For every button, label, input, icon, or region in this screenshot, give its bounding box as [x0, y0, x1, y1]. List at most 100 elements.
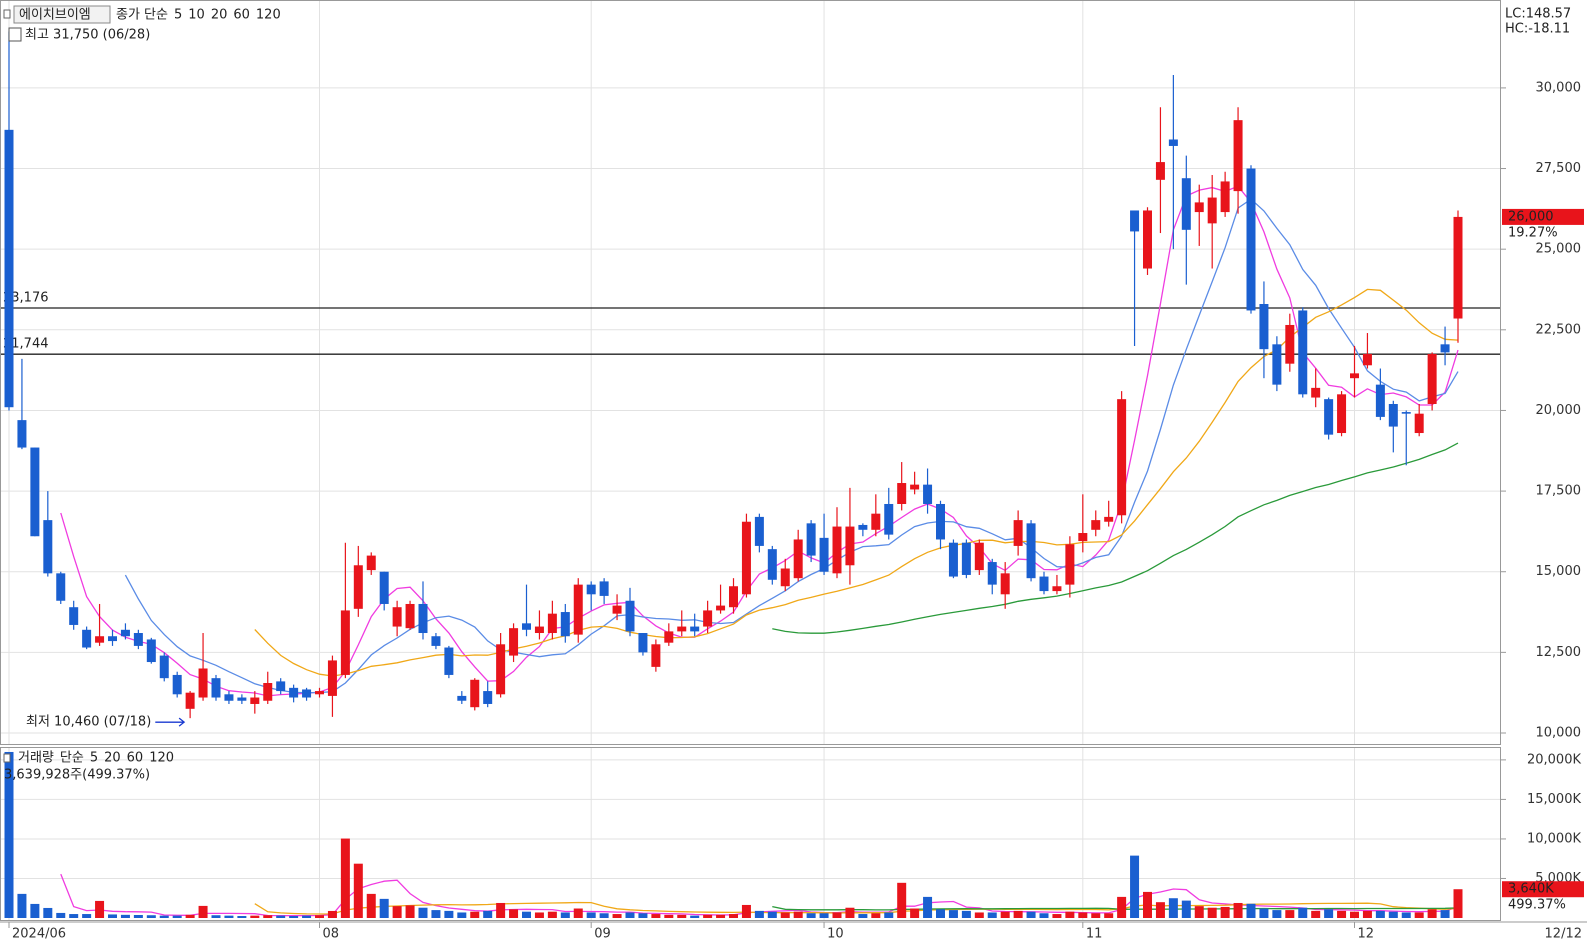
volume-bar [457, 912, 467, 918]
candle-body [1453, 216, 1463, 319]
high-annotation: 최고 31,750 (06/28) [25, 28, 150, 43]
candle-body [1155, 162, 1165, 180]
candle-body [1414, 413, 1424, 434]
candle-body [1440, 344, 1450, 353]
volume-bar [1181, 900, 1191, 918]
y-tick-label: 12,500 [1536, 645, 1582, 660]
volume-bar [224, 915, 234, 918]
volume-bar [599, 913, 609, 918]
moving-average [254, 288, 1459, 677]
candle-body [431, 636, 441, 646]
legend-entry: 5 [90, 751, 98, 766]
candle-body [1220, 181, 1230, 213]
candle-body [17, 420, 27, 448]
horizontal-line-label: 21,744 [3, 337, 49, 352]
candle-body [276, 681, 286, 692]
volume-bar [69, 914, 79, 918]
candle-body [250, 697, 260, 704]
volume-bar [1104, 913, 1114, 918]
volume-ratio-label: 499.37% [1508, 898, 1566, 913]
candle-body [43, 520, 53, 574]
candle-body [754, 516, 764, 546]
candle-body [625, 600, 635, 632]
volume-bar [1311, 910, 1321, 918]
hc-label: HC:-18.11 [1505, 22, 1570, 37]
volume-bar [1013, 910, 1023, 918]
volume-bar [573, 908, 583, 918]
candle-body [327, 660, 337, 696]
candle-body [1026, 523, 1036, 579]
candle-body [897, 483, 907, 504]
volume-bar [198, 905, 208, 918]
candle-body [871, 513, 881, 530]
legend-entry: 60 [233, 8, 250, 23]
volume-bar [1194, 906, 1204, 918]
volume-bar [496, 902, 506, 918]
candle-body [483, 691, 493, 704]
candle-body [1207, 197, 1217, 224]
volume-bar [289, 916, 299, 918]
candle-body [159, 655, 169, 679]
volume-bar [1298, 907, 1308, 918]
legend-label: 종가 단순 [116, 8, 168, 23]
volume-bar [767, 911, 777, 918]
volume-bar [1375, 910, 1385, 918]
candle-body [211, 678, 221, 698]
volume-bar [133, 914, 143, 918]
candle-body [961, 542, 971, 575]
volume-bar [832, 912, 842, 918]
candle-body [560, 612, 570, 637]
candle-body [1194, 202, 1204, 213]
volume-bar [923, 896, 933, 918]
volume-bar [470, 911, 480, 918]
volume-summary: 3,639,928주(499.37%) [4, 768, 150, 783]
candle-body [1013, 520, 1023, 546]
candle-body [1052, 586, 1062, 592]
candle-body [936, 503, 945, 540]
volume-bar [366, 893, 376, 918]
volume-bar [1233, 902, 1243, 918]
candle-body [1168, 139, 1178, 146]
candle-body [1337, 394, 1347, 434]
candle-body [133, 633, 143, 646]
candle-body [509, 628, 519, 656]
candle-body [884, 503, 894, 535]
volume-bar [1155, 902, 1165, 918]
moving-average [772, 442, 1459, 634]
candle-body [69, 607, 79, 625]
candle-body [82, 629, 92, 648]
candle-body [405, 603, 415, 629]
candle-body [224, 694, 234, 701]
candle-body [1246, 168, 1256, 311]
volume-bar [586, 912, 596, 918]
y-tick-label: 17,500 [1536, 484, 1582, 499]
y-tick-label: 20,000K [1527, 752, 1581, 767]
y-tick-label: 10,000 [1536, 726, 1582, 741]
moving-average [772, 905, 1459, 911]
y-tick-label: 10,000K [1527, 831, 1581, 846]
volume-bar [625, 912, 635, 918]
volume-bar [1168, 898, 1178, 918]
volume-bar [612, 914, 622, 918]
candle-body [948, 542, 958, 577]
candle-body [1401, 412, 1411, 414]
volume-bar [974, 912, 984, 918]
candle-body [729, 586, 738, 608]
candle-body [651, 644, 661, 667]
candle-body [302, 689, 312, 698]
volume-bar [379, 898, 389, 918]
moving-average [254, 901, 1459, 915]
candle-body [690, 626, 700, 632]
y-tick-label: 20,000 [1536, 403, 1582, 418]
candle-body [819, 537, 829, 572]
last-price-label: 26,000 [1508, 209, 1554, 224]
candle-body [806, 523, 816, 556]
candle-body [741, 521, 751, 595]
x-tick-label: 09 [594, 927, 611, 942]
volume-bar [1350, 911, 1359, 918]
volume-bar [1026, 911, 1036, 918]
candle-body [1181, 178, 1191, 230]
volume-bar [120, 914, 130, 918]
candle-body [1117, 399, 1127, 516]
volume-bar [159, 915, 169, 918]
